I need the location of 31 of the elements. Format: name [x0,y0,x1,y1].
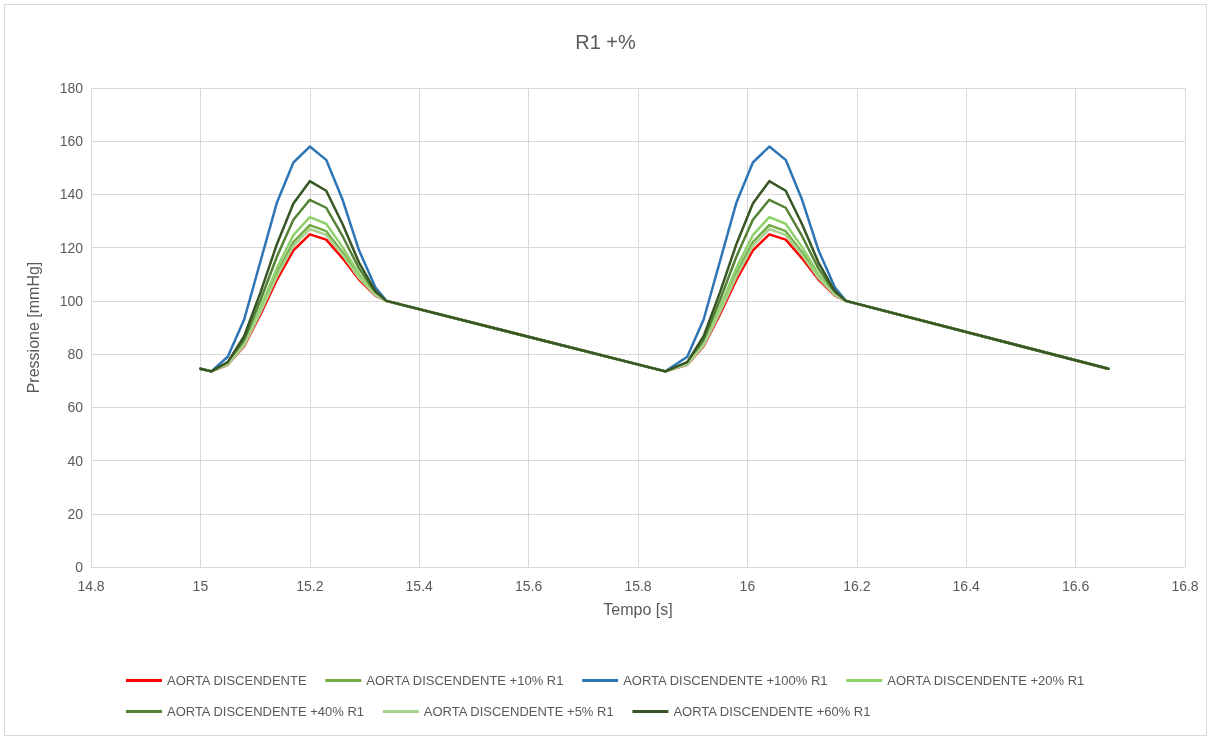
x-tick-label: 16 [739,578,756,594]
x-tick-label: 15.8 [624,578,652,594]
x-axis-title: Tempo [s] [603,600,673,618]
y-tick-label: 180 [59,80,84,96]
x-tick-label: 16.8 [1171,578,1199,594]
x-tick-label: 15.4 [405,578,434,594]
legend-label: AORTA DISCENDENTE +20% R1 [887,673,1085,688]
legend-label: AORTA DISCENDENTE +100% R1 [623,673,828,688]
legend-label: AORTA DISCENDENTE +10% R1 [366,673,564,688]
y-tick-label: 100 [59,292,84,309]
chart-title: R1 +% [575,31,637,53]
y-tick-label: 140 [59,186,84,203]
x-tick-label: 16.4 [952,578,981,594]
y-tick-label: 0 [75,559,84,575]
y-axis-title: Pressione [mmHg] [24,261,42,394]
x-tick-label: 14.8 [77,578,105,594]
y-tick-label: 60 [67,399,84,416]
y-tick-label: 160 [59,133,84,150]
y-tick-label: 40 [67,452,84,469]
y-tick-label: 80 [67,346,84,363]
x-tick-label: 15.6 [514,578,543,594]
legend-label: AORTA DISCENDENTE +5% R1 [423,704,614,719]
x-tick-label: 15.2 [296,578,324,594]
x-tick-label: 15 [192,578,209,594]
y-tick-label: 20 [67,505,84,522]
legend-label: AORTA DISCENDENTE [166,673,307,688]
legend-label: AORTA DISCENDENTE +60% R1 [673,704,871,719]
x-tick-label: 16.6 [1061,578,1090,594]
y-tick-label: 120 [59,239,84,256]
legend-label: AORTA DISCENDENTE +40% R1 [166,704,365,719]
x-tick-label: 16.2 [843,578,871,594]
